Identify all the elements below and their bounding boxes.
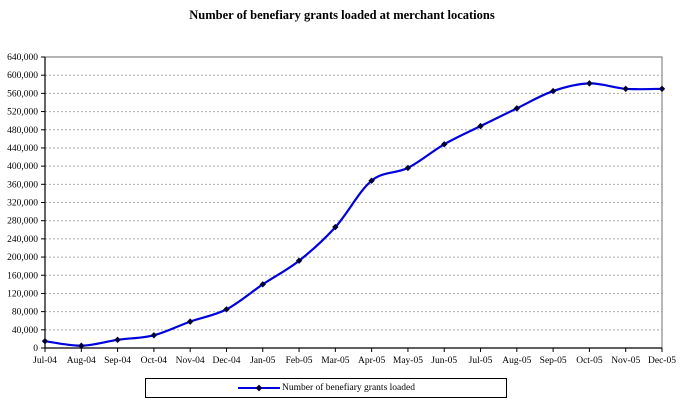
x-tick-label: Aug-04 xyxy=(67,356,96,366)
x-tick-label: Jan-05 xyxy=(250,356,276,366)
y-tick-label: 80,000 xyxy=(12,308,38,318)
x-tick-label: Sep-04 xyxy=(104,356,131,366)
y-tick-label: 440,000 xyxy=(7,144,38,154)
data-point-marker xyxy=(549,87,557,95)
y-tick-label: 160,000 xyxy=(7,271,38,281)
y-tick-label: 280,000 xyxy=(7,217,38,227)
data-point-marker xyxy=(295,257,303,264)
series-line xyxy=(44,82,663,347)
x-tick-label: Mar-05 xyxy=(321,356,350,366)
x-tick-label: Dec-05 xyxy=(648,356,676,366)
y-tick-label: 560,000 xyxy=(7,89,38,99)
y-tick-label: 120,000 xyxy=(7,289,38,299)
legend-box: Number of benefiary grants loaded xyxy=(145,378,507,398)
data-point-marker xyxy=(658,85,666,93)
legend-label: Number of benefiary grants loaded xyxy=(282,383,415,393)
data-point-marker xyxy=(223,306,230,313)
x-tick-label: Oct-05 xyxy=(576,356,603,366)
x-tick-label: Jun-05 xyxy=(431,356,457,366)
x-tick-label: Oct-04 xyxy=(141,356,168,366)
data-point-marker xyxy=(114,336,121,344)
x-tick-label: Feb-05 xyxy=(286,356,313,366)
data-point-marker xyxy=(404,164,412,172)
legend-line-marker-icon xyxy=(238,384,281,392)
y-tick-label: 40,000 xyxy=(12,326,38,336)
data-point-marker xyxy=(259,281,266,288)
x-tick-label: Nov-05 xyxy=(611,356,640,366)
y-tick-label: 400,000 xyxy=(7,162,38,172)
plot-border xyxy=(45,56,663,348)
data-point-marker xyxy=(186,318,194,325)
data-point-marker xyxy=(441,141,448,148)
y-tick-label: 640,000 xyxy=(7,53,38,63)
data-point-marker xyxy=(332,223,339,231)
x-tick-label: May-05 xyxy=(393,356,423,366)
data-point-marker xyxy=(477,122,484,130)
data-point-marker xyxy=(513,105,521,112)
y-tick-label: 360,000 xyxy=(7,180,38,190)
x-tick-label: Jul-04 xyxy=(33,356,57,366)
y-tick-label: 320,000 xyxy=(7,199,38,209)
y-tick-label: 600,000 xyxy=(7,71,38,81)
x-tick-label: Nov-04 xyxy=(176,356,205,366)
data-point-marker xyxy=(78,342,85,349)
x-tick-label: Jul-05 xyxy=(469,356,493,366)
x-tick-label: Apr-05 xyxy=(358,356,385,366)
x-tick-label: Dec-04 xyxy=(212,356,240,366)
y-tick-label: 240,000 xyxy=(7,235,38,245)
data-point-marker xyxy=(41,337,49,345)
x-tick-label: Aug-05 xyxy=(502,356,531,366)
y-tick-label: 520,000 xyxy=(7,108,38,118)
y-tick-label: 480,000 xyxy=(7,126,38,136)
data-point-marker xyxy=(586,80,593,87)
data-point-marker xyxy=(150,332,158,339)
y-tick-label: 200,000 xyxy=(7,253,38,263)
x-tick-label: Sep-05 xyxy=(540,356,567,366)
data-point-marker xyxy=(368,177,375,184)
y-tick-label: 0 xyxy=(33,344,38,354)
chart-title: Number of benefiary grants loaded at mer… xyxy=(189,8,495,22)
data-point-marker xyxy=(622,85,629,93)
